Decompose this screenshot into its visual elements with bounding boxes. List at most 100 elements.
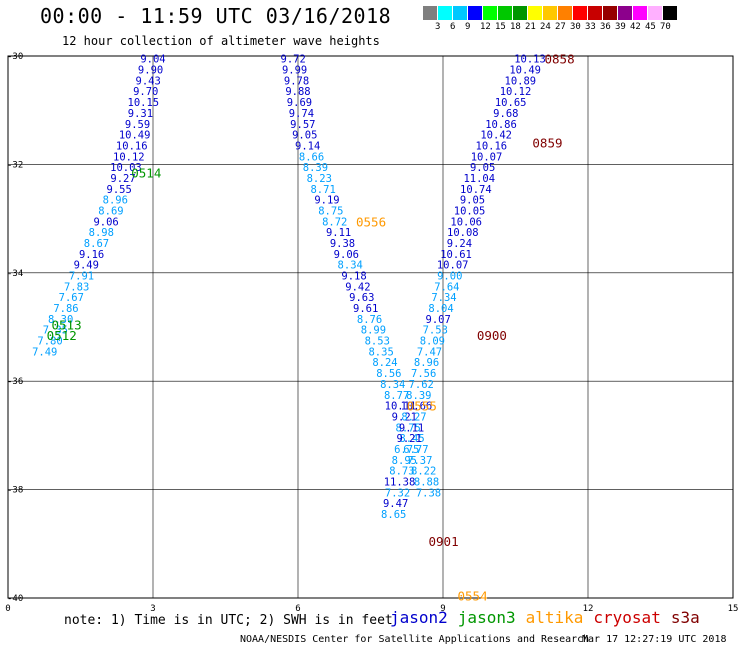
pass-time-label: 0901 bbox=[429, 534, 459, 549]
wave-height-label: 8.98 bbox=[89, 227, 114, 239]
color-swatch bbox=[573, 6, 588, 20]
x-tick-label: 6 bbox=[295, 604, 300, 614]
y-tick-label: -40 bbox=[7, 594, 23, 604]
wave-height-label: 8.66 bbox=[299, 151, 324, 163]
wave-height-label: 7.91 bbox=[69, 271, 94, 283]
wave-height-label: 7.80 bbox=[37, 336, 62, 348]
wave-height-label: 8.88 bbox=[414, 476, 439, 488]
pass-time-label: 0513 bbox=[52, 317, 82, 332]
wave-height-label: 10.66 bbox=[401, 401, 433, 413]
wave-height-label: 9.90 bbox=[138, 65, 163, 77]
color-scale-label: 45 bbox=[645, 22, 656, 32]
wave-height-label: 10.49 bbox=[509, 65, 541, 77]
legend-item-altika: altika bbox=[525, 608, 584, 627]
wave-height-label: 9.63 bbox=[349, 292, 374, 304]
wave-height-label: 7.47 bbox=[417, 346, 442, 358]
wave-height-label: 8.39 bbox=[406, 390, 431, 402]
pass-time-label: 0556 bbox=[356, 214, 386, 229]
wave-height-label: 9.55 bbox=[107, 184, 132, 196]
wave-height-label: 8.76 bbox=[357, 314, 382, 326]
pass-time-label: 0900 bbox=[477, 328, 507, 343]
color-swatch bbox=[513, 6, 528, 20]
pass-time-label: 0859 bbox=[532, 136, 562, 151]
color-scale-label: 15 bbox=[495, 22, 506, 32]
wave-height-label: 10.07 bbox=[437, 260, 469, 272]
wave-height-label: 9.00 bbox=[437, 271, 462, 283]
pass-time-label: 0554 bbox=[458, 588, 488, 603]
wave-height-label: 8.65 bbox=[381, 509, 406, 521]
wave-height-label: 10.12 bbox=[113, 151, 145, 163]
wave-height-label: 9.99 bbox=[282, 65, 307, 77]
y-tick-label: -32 bbox=[7, 160, 23, 170]
wave-height-label: 8.04 bbox=[428, 303, 453, 315]
color-scale-label: 33 bbox=[585, 22, 596, 32]
wave-height-label: 9.59 bbox=[125, 119, 150, 131]
wave-height-label: 8.35 bbox=[368, 346, 393, 358]
wave-height-label: 10.65 bbox=[495, 97, 527, 109]
wave-height-label: 8.77 bbox=[384, 390, 409, 402]
wave-height-label: 8.72 bbox=[322, 216, 347, 228]
wave-height-label: 7.64 bbox=[434, 281, 459, 293]
wave-height-label: 10.11 bbox=[385, 401, 417, 413]
wave-height-label: 9.06 bbox=[93, 216, 118, 228]
wave-height-label: 10.61 bbox=[440, 249, 472, 261]
wave-height-label: 9.70 bbox=[133, 86, 158, 98]
wave-height-label: 9.27 bbox=[110, 173, 135, 185]
footer-note: note: 1) Time is in UTC; 2) SWH is in fe… bbox=[64, 613, 393, 628]
wave-height-label: 9.47 bbox=[383, 498, 408, 510]
wave-height-label: 9.21 bbox=[397, 433, 422, 445]
wave-height-label: 9.07 bbox=[426, 314, 451, 326]
wave-height-label: 10.08 bbox=[447, 227, 479, 239]
x-tick-label: 0 bbox=[5, 604, 10, 614]
wave-height-label: 10.07 bbox=[471, 151, 503, 163]
plot-frame bbox=[7, 55, 734, 599]
wave-height-label: 9.05 bbox=[460, 195, 485, 207]
wave-height-label: 8.75 bbox=[396, 422, 421, 434]
x-tick-label: 12 bbox=[583, 604, 594, 614]
wave-height-label: 10.49 bbox=[119, 130, 151, 142]
wave-height-label: 7.53 bbox=[423, 325, 448, 337]
wave-height-label: 10.86 bbox=[485, 119, 517, 131]
wave-height-label: 9.61 bbox=[353, 303, 378, 315]
wave-height-label: 7.86 bbox=[53, 303, 78, 315]
wave-height-label: 11.38 bbox=[384, 476, 416, 488]
map-subtitle: 12 hour collection of altimeter wave hei… bbox=[62, 34, 380, 48]
wave-height-label: 9.57 bbox=[290, 119, 315, 131]
wave-height-label: 9.38 bbox=[330, 238, 355, 250]
wave-height-label: 8.96 bbox=[103, 195, 128, 207]
wave-height-label: 9.11 bbox=[399, 422, 424, 434]
wave-height-label: 9.05 bbox=[470, 162, 495, 174]
color-swatch bbox=[588, 6, 603, 20]
color-scale-label: 21 bbox=[525, 22, 536, 32]
pass-time-label: 0512 bbox=[47, 328, 77, 343]
color-scale-label: 30 bbox=[570, 22, 581, 32]
x-tick-label: 15 bbox=[728, 604, 739, 614]
wave-height-label: 8.34 bbox=[380, 379, 405, 391]
wave-height-label: 9.16 bbox=[79, 249, 104, 261]
wave-height-label: 9.74 bbox=[289, 108, 314, 120]
wave-height-label: 8.34 bbox=[338, 260, 363, 272]
color-swatch bbox=[528, 6, 543, 20]
color-swatch bbox=[453, 6, 468, 20]
wave-height-label: 9.24 bbox=[447, 238, 472, 250]
color-scale-label: 24 bbox=[540, 22, 551, 32]
color-swatch bbox=[618, 6, 633, 20]
map-title: 00:00 - 11:59 UTC 03/16/2018 bbox=[40, 4, 392, 28]
wave-height-label: 9.19 bbox=[314, 195, 339, 207]
wave-height-label: 10.16 bbox=[116, 140, 148, 152]
wave-height-label: 8.22 bbox=[411, 466, 436, 478]
pass-time-label: 0858 bbox=[545, 52, 575, 67]
wave-height-label: 8.30 bbox=[48, 314, 73, 326]
color-scale-label: 9 bbox=[465, 22, 471, 32]
wave-height-label: 8.27 bbox=[401, 411, 426, 423]
wave-height-label: 8.24 bbox=[372, 357, 397, 369]
color-swatch bbox=[543, 6, 558, 20]
y-tick-label: -38 bbox=[7, 486, 23, 496]
wave-height-label: 9.43 bbox=[136, 75, 161, 87]
wave-height-label: 7.38 bbox=[416, 487, 441, 499]
color-scale-label: 70 bbox=[660, 22, 671, 32]
legend-item-s3a: s3a bbox=[670, 608, 700, 627]
wave-height-label: 10.06 bbox=[450, 216, 482, 228]
generated-timestamp: Mar 17 12:27:19 UTC 2018 bbox=[582, 634, 727, 645]
